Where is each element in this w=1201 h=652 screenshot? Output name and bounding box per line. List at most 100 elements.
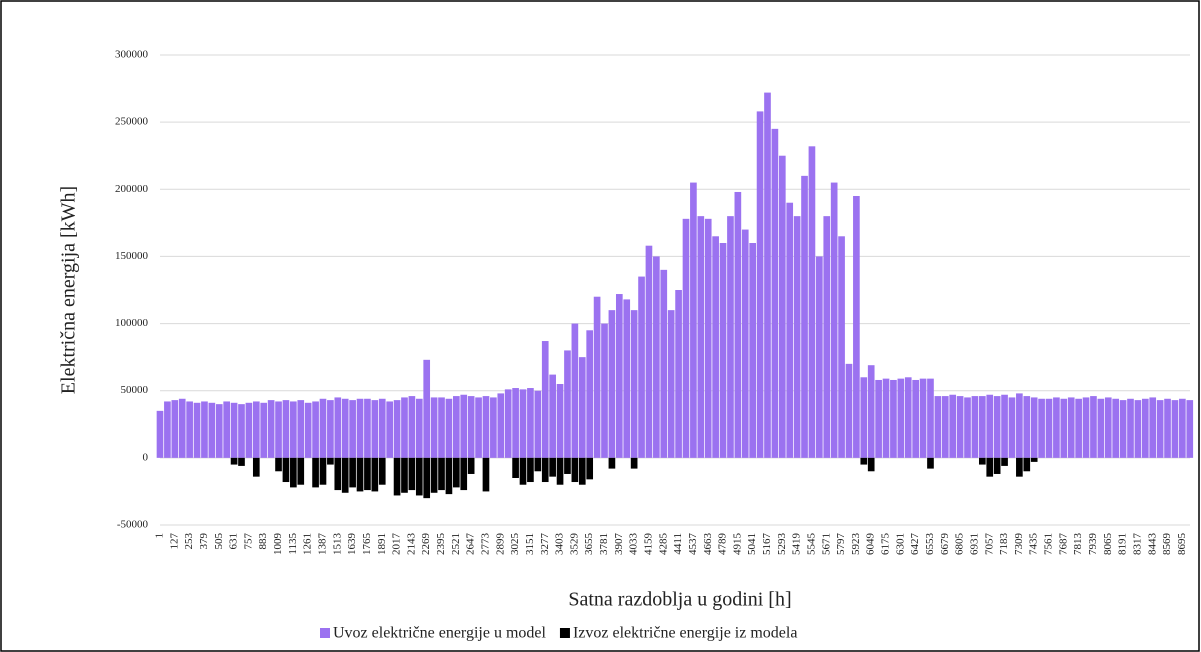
bar <box>1119 400 1127 458</box>
bar <box>1156 400 1164 458</box>
x-tick-label: 1009 <box>272 533 284 556</box>
bar <box>764 92 771 458</box>
bar <box>356 457 364 492</box>
bar <box>1134 400 1142 458</box>
bar <box>1104 397 1112 458</box>
bar <box>727 216 734 458</box>
y-tick-label: 300000 <box>115 49 149 61</box>
bar <box>1030 457 1038 462</box>
x-axis-title: Satna razdoblja u godini [h] <box>568 589 791 611</box>
bar <box>267 400 275 458</box>
bar <box>482 457 490 492</box>
x-tick-label: 883 <box>257 533 269 550</box>
x-tick-label: 8191 <box>1117 533 1129 555</box>
bar <box>867 365 875 458</box>
bar <box>319 457 327 485</box>
bar <box>719 243 727 458</box>
bar <box>793 216 801 458</box>
x-tick-label: 2773 <box>479 533 491 556</box>
x-tick-label: 4537 <box>687 533 699 556</box>
x-tick-label: 127 <box>168 533 180 550</box>
bar <box>623 299 631 458</box>
bar <box>978 396 986 458</box>
bar <box>853 196 860 458</box>
bar <box>1075 398 1082 458</box>
bar <box>949 394 957 458</box>
bar <box>497 393 505 458</box>
bar <box>867 457 875 472</box>
bar <box>608 457 616 469</box>
x-tick-label: 5671 <box>820 533 832 555</box>
bar <box>986 394 994 458</box>
bar <box>571 457 579 483</box>
x-tick-label: 7561 <box>1043 533 1055 555</box>
bar <box>912 379 919 458</box>
bar <box>1030 397 1038 458</box>
x-tick-label: 7183 <box>998 533 1010 556</box>
bar <box>638 276 645 458</box>
y-tick-label: 50000 <box>121 384 149 396</box>
bar <box>378 398 386 458</box>
bar <box>941 396 949 458</box>
x-tick-label: 8317 <box>1131 533 1143 556</box>
bar <box>297 400 305 458</box>
bar <box>1127 398 1134 458</box>
x-tick-label: 7435 <box>1028 533 1040 556</box>
bar <box>252 401 260 458</box>
bar <box>401 397 408 458</box>
bar <box>645 245 653 458</box>
bar <box>349 457 356 488</box>
bar <box>897 378 905 458</box>
x-tick-label: 2647 <box>465 533 477 556</box>
bar <box>838 236 845 458</box>
bar <box>541 457 549 483</box>
bar <box>1171 400 1179 458</box>
bar <box>164 401 171 458</box>
legend-swatch <box>559 628 570 638</box>
bar <box>482 396 490 458</box>
bar <box>208 402 216 458</box>
bar <box>1141 398 1149 458</box>
x-tick-label: 6931 <box>968 533 980 555</box>
x-tick-label: 7687 <box>1057 533 1069 556</box>
bar <box>238 404 245 458</box>
x-tick-label: 1891 <box>376 533 388 555</box>
bar <box>1179 398 1186 458</box>
x-tick-label: 8065 <box>1102 533 1114 556</box>
bar <box>934 396 942 458</box>
x-tick-label: 6679 <box>939 533 951 556</box>
bar <box>156 410 164 458</box>
bar <box>586 330 594 458</box>
bar <box>1001 457 1008 466</box>
bar <box>675 290 682 458</box>
bar <box>1112 398 1120 458</box>
bar <box>1016 393 1023 458</box>
bar <box>1023 457 1031 472</box>
x-tick-label: 3907 <box>613 533 625 556</box>
bar <box>1016 457 1023 477</box>
bar <box>408 396 416 458</box>
legend: Uvoz električne energije u model Izvoz el… <box>320 625 797 642</box>
x-tick-label: 2395 <box>435 533 447 556</box>
x-tick-label: 1261 <box>302 533 314 555</box>
bar <box>178 398 186 458</box>
bar <box>904 377 912 458</box>
bar <box>460 457 468 491</box>
bar <box>993 457 1001 474</box>
bar <box>334 457 342 491</box>
x-tick-label: 2269 <box>420 533 432 556</box>
x-tick-label: 4663 <box>702 533 714 556</box>
bar <box>467 457 475 474</box>
x-tick-label: 5041 <box>746 533 758 555</box>
bar <box>823 216 831 458</box>
x-tick-label: 6805 <box>954 533 966 556</box>
x-tick-label: 6301 <box>894 533 906 555</box>
bar <box>986 457 994 477</box>
x-tick-label: 3025 <box>509 533 521 556</box>
bar <box>364 398 371 458</box>
bar <box>556 457 564 485</box>
bar <box>927 457 934 469</box>
bar <box>601 323 608 458</box>
bar <box>201 401 208 458</box>
